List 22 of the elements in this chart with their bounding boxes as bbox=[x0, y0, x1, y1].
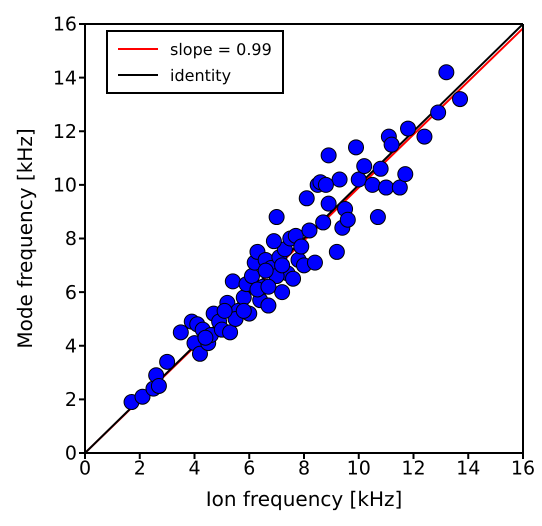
x-tick-label: 14 bbox=[456, 457, 480, 480]
y-tick-label: 12 bbox=[52, 120, 77, 143]
legend-label: slope = 0.99 bbox=[170, 40, 272, 58]
x-axis-title: Ion frequency [kHz] bbox=[206, 487, 402, 511]
x-tick-label: 2 bbox=[134, 457, 146, 480]
legend-label: identity bbox=[170, 66, 232, 84]
x-tick-label: 10 bbox=[346, 457, 371, 480]
x-tick-label: 12 bbox=[401, 457, 426, 480]
y-tick-label: 0 bbox=[64, 442, 77, 465]
y-tick-label: 6 bbox=[64, 282, 77, 304]
y-tick-label: 14 bbox=[52, 67, 77, 90]
x-tick-label: 0 bbox=[78, 457, 92, 480]
x-tick-label: 8 bbox=[298, 457, 310, 480]
y-tick-label: 2 bbox=[64, 389, 77, 412]
x-tick-label: 6 bbox=[243, 457, 256, 480]
y-axis-title: Mode frequency [kHz] bbox=[13, 128, 38, 349]
y-tick-label: 10 bbox=[52, 174, 77, 197]
y-tick-label: 4 bbox=[64, 335, 77, 358]
y-tick-label: 8 bbox=[64, 228, 77, 250]
y-tick-label: 16 bbox=[52, 14, 77, 36]
x-tick-label: 16 bbox=[510, 457, 536, 480]
x-tick-label: 4 bbox=[188, 457, 201, 480]
